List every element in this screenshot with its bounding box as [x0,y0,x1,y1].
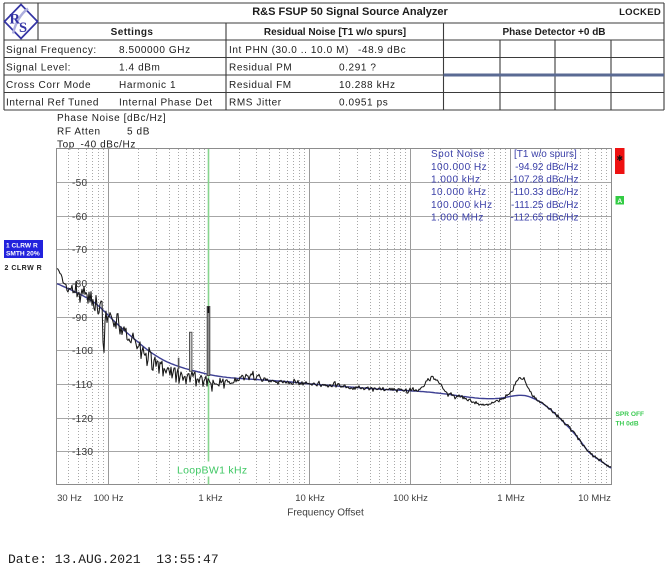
svg-text:Phase Noise [dBc/Hz]: Phase Noise [dBc/Hz] [57,113,166,124]
svg-text:Harmonic 1: Harmonic 1 [119,80,176,91]
svg-text:100 Hz: 100 Hz [93,493,123,504]
svg-text:Frequency Offset: Frequency Offset [287,508,364,519]
svg-text:-111.25 dBc/Hz: -111.25 dBc/Hz [511,200,578,211]
svg-text:Settings: Settings [111,27,154,38]
svg-text:10.000 kHz: 10.000 kHz [431,187,487,198]
svg-text:Int PHN (30.0 .. 10.0 M): Int PHN (30.0 .. 10.0 M) [229,45,349,56]
svg-text:LoopBW1 kHz: LoopBW1 kHz [177,465,247,477]
svg-text:R: R [10,12,21,28]
svg-text:1.000 MHz: 1.000 MHz [431,212,484,223]
svg-text:-130: -130 [72,447,93,458]
svg-text:-94.92 dBc/Hz: -94.92 dBc/Hz [515,162,578,173]
svg-text:10 MHz: 10 MHz [578,493,611,504]
svg-text:Signal Frequency:: Signal Frequency: [6,45,97,56]
svg-text:100.000 Hz: 100.000 Hz [431,162,487,173]
svg-text:10.288 kHz: 10.288 kHz [339,80,396,91]
svg-text:S: S [19,20,27,36]
svg-text:100.000 kHz: 100.000 kHz [431,200,493,211]
svg-text:-100: -100 [72,346,93,357]
svg-text:Phase Detector +0 dB: Phase Detector +0 dB [502,27,605,38]
svg-text:Top: Top [57,139,75,150]
svg-text:-112.65 dBc/Hz: -112.65 dBc/Hz [510,212,578,223]
svg-text:R&S FSUP 50 Signal Source Anal: R&S FSUP 50 Signal Source Analyzer [252,6,448,18]
svg-text:2 CLRW R: 2 CLRW R [5,265,43,272]
svg-text:-48.9 dBc: -48.9 dBc [358,45,406,56]
svg-text:Residual PM: Residual PM [229,62,292,73]
svg-text:RF Atten: RF Atten [57,126,101,137]
svg-text:A: A [617,198,622,205]
svg-text:Residual FM: Residual FM [229,80,292,91]
svg-text:✱: ✱ [616,154,623,163]
svg-text:TH 0dB: TH 0dB [616,420,639,427]
svg-text:1.4 dBm: 1.4 dBm [119,62,160,73]
svg-text:-107.28 dBc/Hz: -107.28 dBc/Hz [510,175,579,186]
svg-text:RMS Jitter: RMS Jitter [229,97,282,108]
svg-text:[T1 w/o spurs]: [T1 w/o spurs] [514,149,577,160]
svg-text:Signal Level:: Signal Level: [6,62,71,73]
svg-text:-110: -110 [72,380,93,391]
svg-text:-110.33 dBc/Hz: -110.33 dBc/Hz [510,187,578,198]
svg-text:-90: -90 [72,313,87,324]
svg-text:-70: -70 [72,245,87,256]
svg-text:LOCKED: LOCKED [619,7,661,18]
svg-text:8.500000 GHz: 8.500000 GHz [119,45,191,56]
svg-text:5 dB: 5 dB [127,126,150,137]
svg-text:-50: -50 [72,178,87,189]
svg-text:30 Hz: 30 Hz [57,493,82,504]
svg-text:-40 dBc/Hz: -40 dBc/Hz [81,139,136,150]
svg-text:Residual Noise [T1 w/o spurs]: Residual Noise [T1 w/o spurs] [264,27,406,38]
svg-text:10 kHz: 10 kHz [295,493,325,504]
svg-text:100 kHz: 100 kHz [393,493,428,504]
svg-text:-80: -80 [72,279,87,290]
svg-text:Spot Noise: Spot Noise [431,149,485,160]
svg-text:-120: -120 [72,414,93,425]
svg-text:1 kHz: 1 kHz [198,493,223,504]
svg-text:Internal Phase Det: Internal Phase Det [119,97,213,108]
svg-text:0.291 ?: 0.291 ? [339,62,377,73]
svg-text:1 CLRW R: 1 CLRW R [6,243,38,250]
svg-text:SPR OFF: SPR OFF [616,411,645,418]
svg-text:1 MHz: 1 MHz [497,493,525,504]
svg-text:SMTH 20%: SMTH 20% [6,251,40,258]
svg-text:0.0951 ps: 0.0951 ps [339,97,388,108]
svg-text:1.000 kHz: 1.000 kHz [431,175,481,186]
svg-text:Internal Ref Tuned: Internal Ref Tuned [6,97,99,108]
svg-text:Cross Corr Mode: Cross Corr Mode [6,80,91,91]
svg-text:-60: -60 [72,212,87,223]
